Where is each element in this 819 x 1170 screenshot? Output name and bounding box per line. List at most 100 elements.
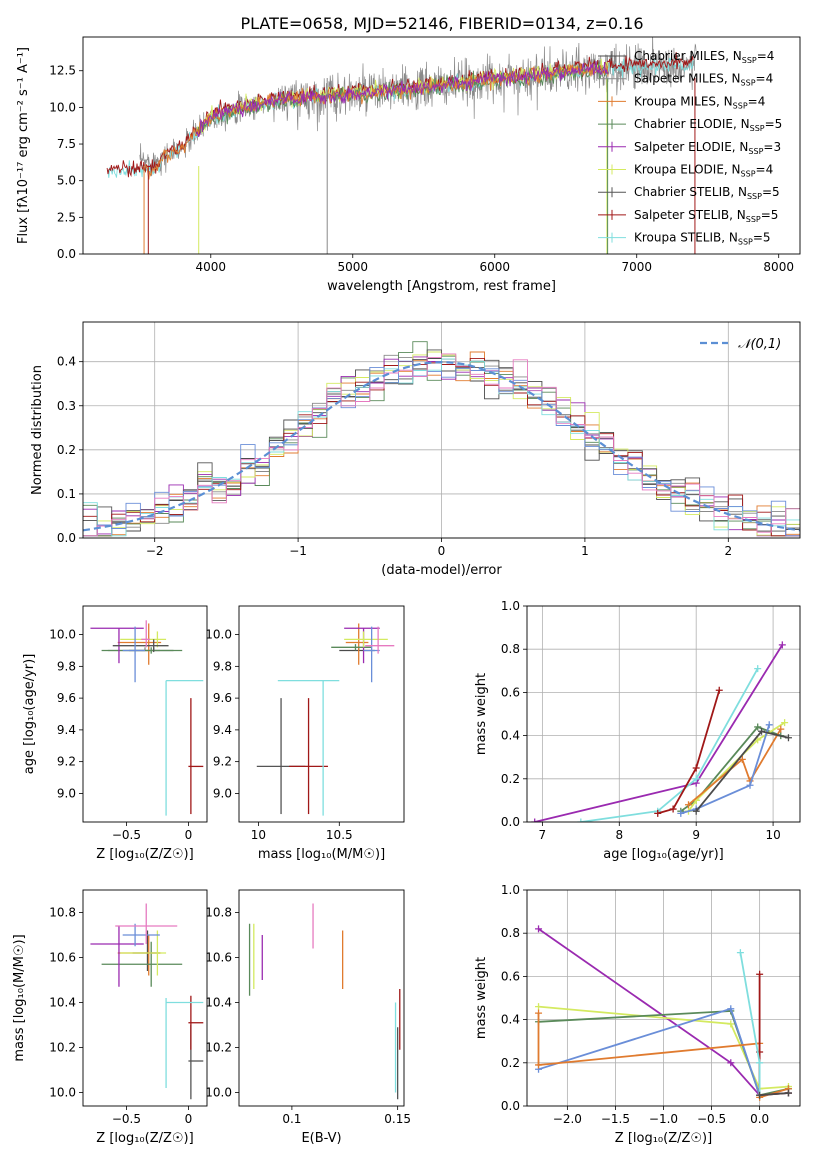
legend-entry: Chabrier ELODIE, NSSP=5 xyxy=(634,117,782,133)
y-tick-label: 10.2 xyxy=(49,1041,76,1055)
plot-area-residuals xyxy=(83,341,800,537)
legend-entry: Chabrier MILES, NSSP=4 xyxy=(634,49,774,65)
x-axis-label: E(B-V) xyxy=(301,1131,341,1146)
x-tick-label: 0.15 xyxy=(384,1112,411,1126)
weight-point-marker xyxy=(756,970,764,978)
x-axis-label: Z [log₁₀(Z/Z☉)] xyxy=(615,1131,712,1146)
y-tick-label: 9.6 xyxy=(57,691,76,705)
panel-age_vs_mass: 10 10.5 9.0 9.2 9.4 9.6 9.8 10.0 mass [log₁₀(M/M… xyxy=(205,605,405,862)
y-tick-label: 0.8 xyxy=(501,926,520,940)
weight-point-marker xyxy=(692,807,700,815)
x-tick-label: 10 xyxy=(251,828,266,842)
histogram-step-line xyxy=(83,349,800,537)
weight-point-marker xyxy=(715,686,723,694)
weight-point-marker xyxy=(684,801,692,809)
y-tick-label: 0.2 xyxy=(501,1056,520,1070)
x-tick-label: 10 xyxy=(765,828,780,842)
x-tick-label: −1.0 xyxy=(649,1112,678,1126)
x-tick-label: −0.5 xyxy=(112,1112,141,1126)
plot-area-mass_vs_Z xyxy=(90,903,204,1100)
weight-point-marker xyxy=(746,781,754,789)
y-tick-label: 10.6 xyxy=(49,951,76,965)
x-tick-label: 8000 xyxy=(763,260,794,274)
y-tick-label: 0.2 xyxy=(57,443,76,457)
y-axis-label: mass weight xyxy=(474,673,489,755)
weight-point-marker xyxy=(765,721,773,729)
x-axis-label: Z [log₁₀(Z/Z☉)] xyxy=(96,1131,193,1146)
weight-point-marker xyxy=(727,1059,735,1067)
legend-entry: Salpeter STELIB, NSSP=5 xyxy=(634,208,778,224)
panel-mass_vs_ebv: 0.1 0.15 10.0 10.2 10.4 10.6 10.8 E(B-V) xyxy=(205,889,411,1146)
y-tick-label: 9.2 xyxy=(213,755,232,769)
legend-entry: Salpeter MILES, NSSP=4 xyxy=(634,72,773,88)
y-tick-label: 10.0 xyxy=(49,100,76,114)
x-axis-label: Z [log₁₀(Z/Z☉)] xyxy=(96,847,193,862)
x-tick-label: 6000 xyxy=(479,260,510,274)
weight-series-line xyxy=(687,728,782,806)
legend-entry: Chabrier STELIB, NSSP=5 xyxy=(634,185,780,201)
y-tick-label: 10.0 xyxy=(49,1086,76,1100)
plot-area-weight_vs_Z xyxy=(535,925,792,1101)
x-tick-label: 9 xyxy=(692,828,700,842)
axes-frame xyxy=(526,889,801,1107)
x-tick-label: −1 xyxy=(289,544,307,558)
weight-series-line xyxy=(680,724,771,815)
weight-point-marker xyxy=(758,727,766,735)
y-tick-label: 0.0 xyxy=(501,815,520,829)
weight-series-line xyxy=(580,668,759,822)
histogram-step-line xyxy=(83,356,800,537)
weight-point-marker xyxy=(784,734,792,742)
gaussian-curve xyxy=(83,360,800,532)
weight-point-marker xyxy=(781,719,789,727)
plot-area-spectrum xyxy=(106,37,697,254)
x-tick-label: 4000 xyxy=(196,260,227,274)
spectrum-data-line xyxy=(139,37,697,177)
y-tick-label: 10.8 xyxy=(205,906,232,920)
y-tick-label: 10.0 xyxy=(205,1086,232,1100)
x-tick-label: 0 xyxy=(438,544,446,558)
y-tick-label: 1.0 xyxy=(501,599,520,613)
legend-entry: 𝒩(0,1) xyxy=(738,337,781,352)
x-tick-label: −2 xyxy=(146,544,164,558)
y-tick-label: 7.5 xyxy=(57,137,76,151)
panels: 4000 5000 6000 7000 80000.02.55.07.510.012.5… xyxy=(12,36,801,1146)
x-tick-label: 0 xyxy=(185,1112,193,1126)
spectrum-model-line xyxy=(106,56,694,178)
weight-point-marker xyxy=(754,665,762,673)
x-tick-label: −1.5 xyxy=(601,1112,630,1126)
x-tick-label: −0.5 xyxy=(112,828,141,842)
weight-series-line xyxy=(695,730,789,812)
y-tick-label: 10.8 xyxy=(49,906,76,920)
y-tick-label: 10.0 xyxy=(49,628,76,642)
x-tick-label: 2 xyxy=(724,544,732,558)
weight-point-marker xyxy=(577,818,585,822)
x-axis-label: wavelength [Angstrom, rest frame] xyxy=(327,279,556,294)
axes-frame xyxy=(526,605,801,823)
y-tick-label: 1.0 xyxy=(501,883,520,897)
y-tick-label: 0.0 xyxy=(57,531,76,545)
weight-series-line xyxy=(538,1005,789,1090)
weight-point-marker xyxy=(692,775,700,783)
y-axis-label: mass [log₁₀(M/M☉)] xyxy=(12,934,27,1061)
weight-point-marker xyxy=(669,805,677,813)
spectrum-legend: Chabrier MILES, NSSP=4 Salpeter MILES, NS… xyxy=(598,49,782,247)
legend-entry: Kroupa ELODIE, NSSP=4 xyxy=(634,163,773,179)
weight-series-line xyxy=(534,644,784,822)
x-axis-label: mass [log₁₀(M/M☉)] xyxy=(258,847,385,862)
y-tick-label: 9.2 xyxy=(57,755,76,769)
histogram-step-line xyxy=(83,358,800,537)
plot-area-age_vs_Z xyxy=(90,620,204,816)
x-tick-label: 7 xyxy=(539,828,547,842)
axes-frame xyxy=(82,605,208,823)
plot-area-mass_vs_ebv xyxy=(248,903,401,1100)
weight-point-marker xyxy=(535,925,543,933)
figure-title: PLATE=0658, MJD=52146, FIBERID=0134, z=0… xyxy=(240,14,643,33)
y-tick-label: 10.6 xyxy=(205,951,232,965)
x-tick-label: 5000 xyxy=(337,260,368,274)
y-tick-label: 10.2 xyxy=(205,1041,232,1055)
x-tick-label: 0.1 xyxy=(282,1112,301,1126)
panel-mass_vs_Z: −0.5 0 10.0 10.2 10.4 10.6 10.8 Z [log₁₀(Z/Z☉)]… xyxy=(12,889,208,1146)
y-tick-label: 9.8 xyxy=(57,659,76,673)
spectrum-model-line xyxy=(145,62,609,180)
